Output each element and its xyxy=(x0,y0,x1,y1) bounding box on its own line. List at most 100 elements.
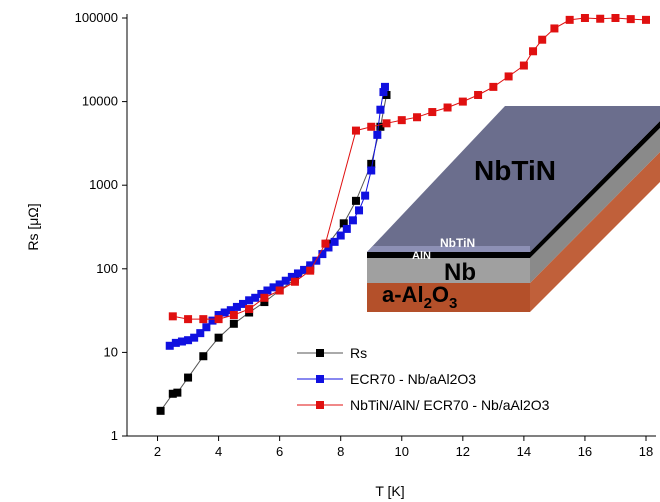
point xyxy=(290,277,299,286)
point xyxy=(565,15,574,24)
legend-label: NbTiN/AlN/ ECR70 - Nb/aAl2O3 xyxy=(350,397,550,413)
point xyxy=(373,130,382,139)
substrate-front xyxy=(367,283,530,312)
top-layer-label: NbTiN xyxy=(474,155,556,186)
point xyxy=(376,122,385,131)
x-tick-label: 6 xyxy=(276,444,283,459)
point xyxy=(348,216,357,225)
barrier-cap-label: NbTiN xyxy=(440,236,475,250)
point xyxy=(232,302,241,311)
point xyxy=(504,72,513,81)
y-tick-label: 100000 xyxy=(75,10,118,25)
point xyxy=(184,373,193,382)
y-axis-label: Rs [μΩ] xyxy=(25,203,41,250)
point xyxy=(245,296,254,305)
legend-marker xyxy=(316,375,324,383)
point xyxy=(529,47,538,56)
point xyxy=(281,276,290,285)
point xyxy=(168,312,177,321)
legend-label: Rs xyxy=(350,345,367,361)
point xyxy=(293,269,302,278)
point xyxy=(474,90,483,99)
point xyxy=(306,266,315,275)
barrier-label: AlN xyxy=(412,250,431,262)
y-tick-label: 10000 xyxy=(82,94,118,109)
point xyxy=(199,352,208,361)
point xyxy=(269,283,278,292)
point xyxy=(376,105,385,114)
barrier-front xyxy=(367,252,530,258)
point xyxy=(367,166,376,175)
x-tick-label: 4 xyxy=(215,444,222,459)
point xyxy=(355,206,364,215)
y-tick-label: 100 xyxy=(96,261,118,276)
legend-marker xyxy=(316,401,324,409)
substrate-label: a-Al2O3 xyxy=(382,282,457,312)
point xyxy=(330,237,339,246)
point xyxy=(580,14,589,22)
point xyxy=(351,196,360,205)
point xyxy=(173,388,182,397)
middle-layer-label: Nb xyxy=(444,259,476,286)
point xyxy=(208,316,217,325)
point xyxy=(177,337,186,346)
point xyxy=(199,315,208,324)
point xyxy=(351,126,360,135)
point xyxy=(489,82,498,91)
point xyxy=(251,293,260,302)
point xyxy=(458,97,467,106)
point xyxy=(321,239,330,248)
point xyxy=(428,108,437,117)
point xyxy=(519,61,528,70)
point xyxy=(300,265,309,274)
y-tick-label: 1000 xyxy=(89,177,118,192)
x-tick-label: 14 xyxy=(517,444,531,459)
point xyxy=(275,286,284,295)
point xyxy=(220,308,229,317)
point xyxy=(382,119,391,128)
point xyxy=(239,299,248,308)
x-tick-label: 16 xyxy=(578,444,592,459)
point xyxy=(171,338,180,347)
point xyxy=(229,311,238,320)
point xyxy=(196,329,205,338)
point xyxy=(336,231,345,240)
point xyxy=(260,293,269,302)
point xyxy=(245,305,254,314)
point xyxy=(342,224,351,233)
point xyxy=(263,286,272,295)
point xyxy=(275,280,284,289)
legend-marker xyxy=(316,349,324,357)
x-axis-label: T [K] xyxy=(375,483,404,499)
layer-diagram: NbTiN AlN NbTiN Nb a-Al2O3 xyxy=(367,106,660,312)
nb-side xyxy=(530,128,660,283)
point xyxy=(214,315,223,324)
x-tick-label: 2 xyxy=(154,444,161,459)
point xyxy=(642,15,650,24)
point xyxy=(397,116,406,125)
nb-front xyxy=(367,258,530,283)
point xyxy=(443,103,452,112)
x-tick-label: 12 xyxy=(456,444,470,459)
point xyxy=(596,14,605,23)
point xyxy=(165,341,174,350)
point xyxy=(367,159,376,168)
point xyxy=(190,333,199,342)
y-tick-label: 1 xyxy=(111,428,118,443)
x-tick-label: 10 xyxy=(395,444,409,459)
point xyxy=(156,406,165,415)
point xyxy=(380,82,389,91)
point xyxy=(361,191,370,200)
point xyxy=(214,333,223,342)
point xyxy=(184,336,193,345)
x-tick-label: 8 xyxy=(337,444,344,459)
point xyxy=(367,122,376,131)
point xyxy=(339,219,348,228)
point xyxy=(318,250,327,259)
point xyxy=(626,15,635,24)
point xyxy=(550,24,559,33)
top-face xyxy=(367,106,660,252)
x-tick-label: 18 xyxy=(639,444,653,459)
point xyxy=(538,35,547,44)
point xyxy=(202,323,211,332)
